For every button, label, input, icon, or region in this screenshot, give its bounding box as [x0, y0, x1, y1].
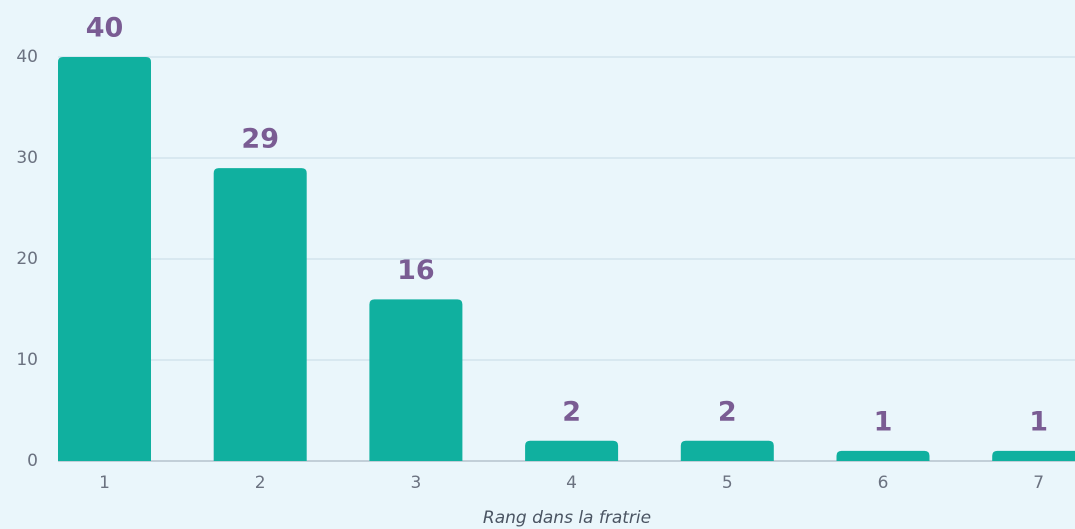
bar — [369, 299, 463, 461]
bar — [680, 440, 774, 461]
x-axis-label: Rang dans la fratrie — [483, 508, 651, 528]
y-tick-label: 10 — [16, 350, 38, 370]
x-tick-label: 2 — [255, 473, 266, 493]
y-tick-label: 30 — [16, 148, 38, 168]
bar — [836, 450, 930, 461]
value-label: 1 — [874, 406, 893, 437]
bar — [58, 57, 151, 461]
value-label: 1 — [1029, 406, 1048, 437]
y-tick-label: 20 — [16, 249, 38, 269]
value-label: 29 — [241, 124, 279, 155]
value-label: 2 — [562, 396, 581, 427]
y-tick-label: 0 — [27, 451, 38, 471]
value-label: 40 — [86, 13, 124, 44]
bar — [213, 168, 307, 461]
bar — [992, 450, 1075, 461]
x-tick-label: 1 — [99, 473, 110, 493]
value-label: 2 — [718, 396, 737, 427]
x-tick-label: 5 — [722, 473, 733, 493]
x-tick-label: 4 — [566, 473, 577, 493]
x-tick-label: 7 — [1033, 473, 1044, 493]
x-tick-label: 3 — [410, 473, 421, 493]
bar — [525, 440, 619, 461]
x-tick-label: 6 — [878, 473, 889, 493]
value-label: 16 — [397, 255, 435, 286]
y-tick-label: 40 — [16, 47, 38, 67]
